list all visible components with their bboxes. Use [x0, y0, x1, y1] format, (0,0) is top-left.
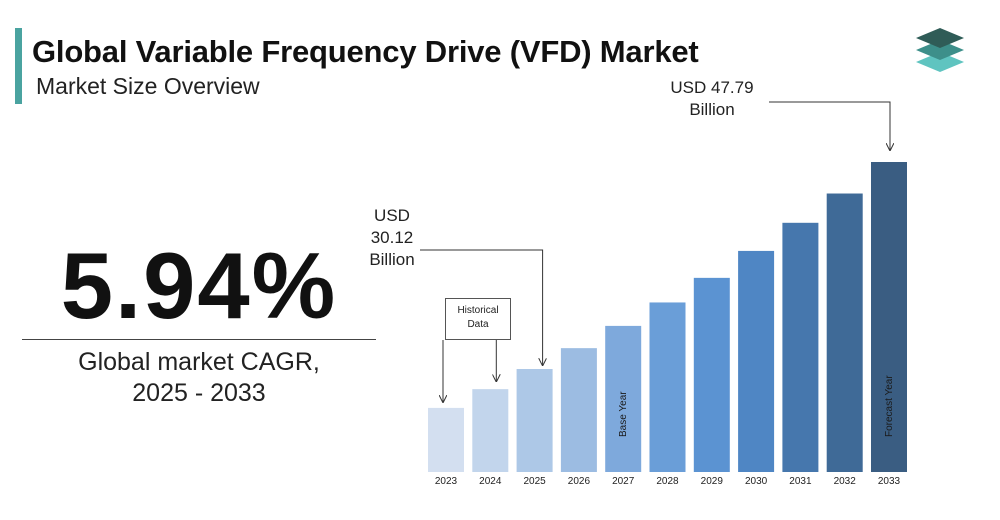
stacked-layers-logo-icon [916, 28, 964, 72]
cagr-label-line2: 2025 - 2033 [132, 379, 266, 407]
bar-2031 [782, 222, 819, 472]
bar-2029 [693, 277, 730, 472]
accent-bar [15, 28, 22, 104]
callout-2025-line1: USD [374, 206, 410, 225]
bar-2024 [472, 389, 509, 472]
x-tick-2027: 2027 [612, 476, 635, 487]
callout-2025-arrow [420, 249, 543, 365]
callout-2033-line1: USD 47.79 [670, 78, 754, 97]
x-tick-2029: 2029 [701, 476, 724, 487]
logo-layer-bottom [916, 52, 964, 72]
x-tick-2032: 2032 [834, 476, 857, 487]
callout-2033-arrow [769, 101, 890, 150]
bar-2025 [516, 369, 553, 472]
historical-box-line1: Historical [457, 305, 499, 316]
callout-2033-line2: Billion [689, 100, 735, 119]
x-tick-2033: 2033 [878, 476, 901, 487]
callout-2025-value: USD 30.12 Billion [352, 205, 432, 271]
bar-2028 [649, 302, 686, 472]
bar-2033 [871, 162, 907, 472]
bar-2030 [738, 250, 775, 472]
x-tick-2024: 2024 [479, 476, 502, 487]
callout-2033-value: USD 47.79 Billion [652, 77, 772, 121]
callout-2025-line2: 30.12 [370, 228, 414, 247]
historical-box-line2: Data [467, 319, 489, 330]
x-tick-2026: 2026 [568, 476, 591, 487]
cagr-value: 5.94% [60, 233, 338, 338]
x-tick-2031: 2031 [789, 476, 812, 487]
callout-2025-line3: Billion [369, 250, 415, 269]
bar-2026 [560, 348, 597, 472]
x-tick-2025: 2025 [523, 476, 546, 487]
page-subtitle: Market Size Overview [36, 73, 260, 99]
historical-data-box: Historical Data [445, 298, 511, 340]
bar-label-2033: Forecast Year [884, 375, 895, 437]
bar-2023 [428, 407, 464, 472]
logo-layer-middle [916, 40, 964, 60]
cagr-label: Global market CAGR, 2025 - 2033 [22, 347, 376, 409]
page-title: Global Variable Frequency Drive (VFD) Ma… [32, 34, 699, 69]
logo-layer-top [916, 28, 964, 48]
x-tick-2023: 2023 [435, 476, 458, 487]
bar-2032 [826, 193, 863, 472]
cagr-label-line1: Global market CAGR, [78, 348, 320, 376]
bar-label-2027: Base Year [618, 391, 629, 437]
x-tick-2030: 2030 [745, 476, 768, 487]
bar-2027 [605, 325, 642, 472]
cagr-divider [22, 339, 376, 340]
x-tick-2028: 2028 [656, 476, 679, 487]
